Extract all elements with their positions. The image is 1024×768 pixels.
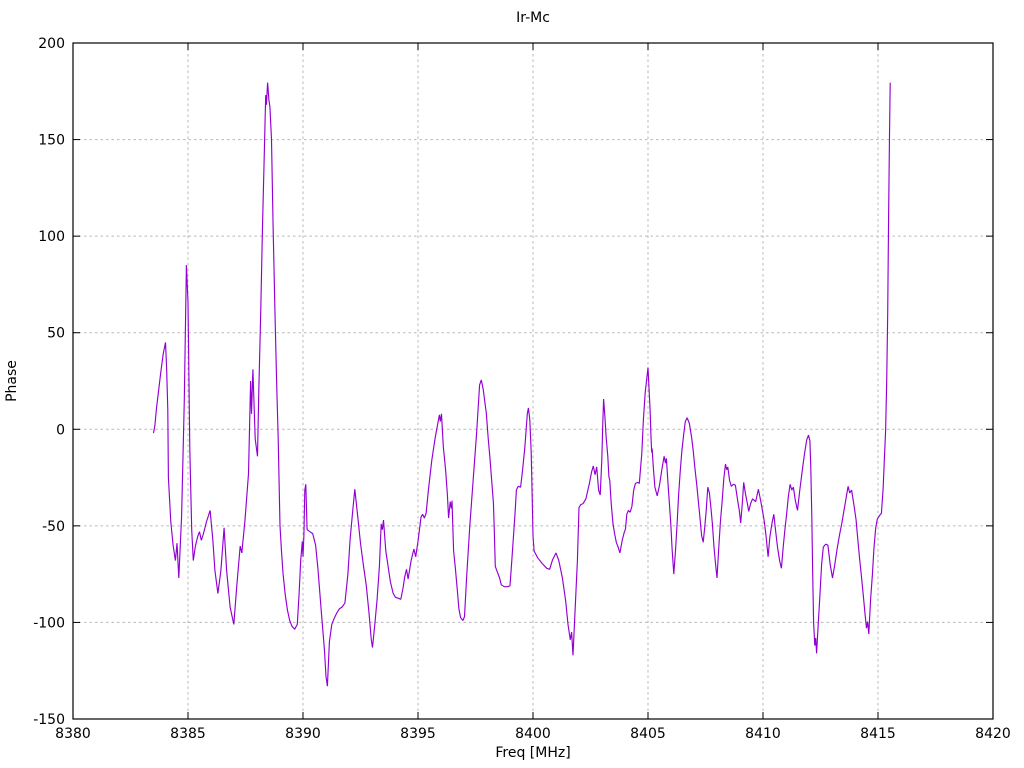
x-axis-label: Freq [MHz] — [495, 745, 570, 761]
plot-border — [72, 42, 994, 720]
x-tick-label: 8380 — [55, 726, 91, 742]
y-tick-label: 150 — [38, 133, 65, 149]
x-tick-label: 8420 — [975, 726, 1011, 742]
y-tick-label: 0 — [56, 422, 65, 438]
x-tick-label: 8405 — [630, 726, 666, 742]
x-tick-label: 8385 — [170, 726, 206, 742]
tick-labels: 8380 8385 8390 8395 8400 8405 8410 8415 8420 -150… — [33, 36, 1011, 742]
y-tick-label: -150 — [33, 712, 65, 728]
y-tick-label: -50 — [42, 519, 65, 535]
y-axis-label: Phase — [4, 360, 20, 402]
phase-trace-line — [152, 82, 891, 687]
chart-title: Ir-Mc — [516, 10, 550, 26]
x-tick-label: 8390 — [285, 726, 321, 742]
y-tick-label: 200 — [38, 36, 65, 52]
grid-lines — [73, 43, 993, 719]
y-tick-label: 100 — [38, 229, 65, 245]
y-tick-label: -100 — [33, 615, 65, 631]
x-tick-label: 8415 — [860, 726, 896, 742]
y-tick-label: 50 — [47, 326, 65, 342]
x-tick-label: 8395 — [400, 726, 436, 742]
x-tick-label: 8410 — [745, 726, 781, 742]
x-tick-label: 8400 — [515, 726, 551, 742]
